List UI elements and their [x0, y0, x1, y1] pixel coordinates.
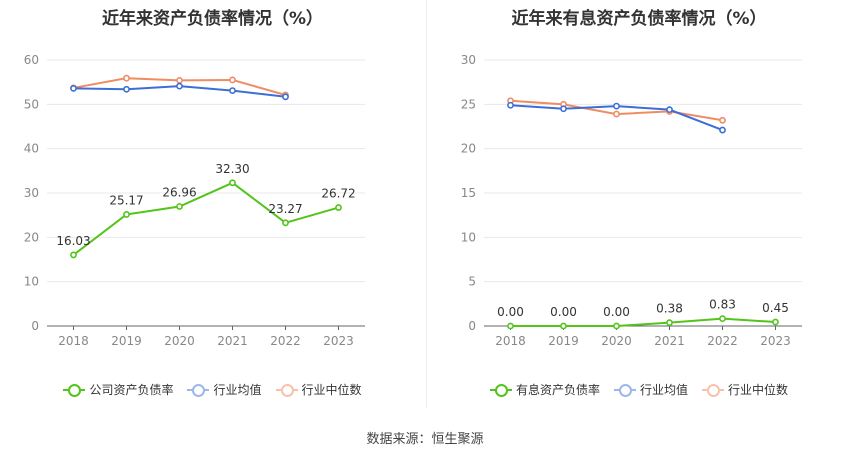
x-tick-label: 2023	[323, 334, 354, 348]
series-line	[510, 317, 776, 327]
chart-title: 近年来资产负债率情况（%）	[101, 9, 324, 29]
chart-panel-right: 近年来有息资产负债率情况（%） 0 5 10 15 20 25 30 2018 2019 2020…	[428, 0, 850, 410]
data-label: 26.96	[162, 185, 196, 199]
legend-marker-icon	[63, 383, 86, 397]
legend-item-industry-mean[interactable]: 行业均值	[613, 381, 688, 398]
data-point	[719, 126, 726, 134]
data-point	[613, 110, 620, 118]
data-point	[123, 85, 130, 93]
data-label: 0.45	[762, 301, 789, 315]
data-label: 26.72	[321, 187, 355, 201]
legend-item-industry-mean[interactable]: 行业均值	[187, 381, 262, 398]
y-tick-label: 5	[468, 275, 476, 289]
y-tick-label: 15	[461, 186, 476, 200]
legend-label: 行业中位数	[728, 383, 789, 397]
y-tick-label: 0	[468, 319, 476, 333]
data-label: 25.17	[109, 193, 143, 207]
data-point	[176, 76, 183, 84]
data-point	[666, 319, 673, 327]
data-label: 0.00	[603, 305, 630, 319]
data-point	[719, 116, 726, 124]
panel-divider	[426, 0, 427, 408]
x-tick-label: 2022	[707, 334, 738, 348]
chart-legend: 有息资产负债率 行业均值 行业中位数	[428, 381, 850, 398]
legend-marker-icon	[613, 383, 636, 397]
data-point	[507, 101, 514, 109]
data-source-note: 数据来源：恒生聚源	[366, 432, 484, 447]
y-tick-label: 30	[24, 186, 39, 200]
data-point	[123, 211, 130, 218]
data-point	[507, 322, 514, 330]
data-point	[229, 87, 236, 94]
data-point	[229, 76, 236, 84]
legend-marker-icon	[702, 383, 724, 397]
legend-item-interest-bearing[interactable]: 有息资产负债率	[489, 381, 600, 398]
y-tick-label: 50	[24, 97, 39, 111]
x-tick-label: 2020	[164, 334, 195, 348]
x-tick-label: 2021	[654, 334, 685, 348]
data-label: 32.30	[215, 162, 249, 176]
data-point	[282, 93, 289, 101]
legend-label: 行业均值	[639, 383, 688, 397]
chart-panel-left: 近年来资产负债率情况（%） 0 10 20 30 40 50 60 2018 2019 2020 2…	[0, 0, 425, 410]
series-line	[72, 181, 339, 256]
x-tick-label: 2019	[111, 334, 142, 348]
data-label: 0.00	[497, 305, 524, 319]
data-point	[719, 315, 726, 323]
y-tick-label: 20	[461, 142, 476, 156]
data-point	[176, 203, 183, 210]
y-tick-label: 60	[24, 53, 39, 67]
data-point	[666, 106, 673, 114]
data-point	[229, 179, 236, 187]
y-tick-label: 0	[31, 319, 39, 333]
legend-label: 有息资产负债率	[515, 383, 600, 397]
x-tick-label: 2018	[58, 334, 89, 348]
chart-plot-area: 0 10 20 30 40 50 60 2018 2019 2020 2021 2022 2023 16.…	[24, 53, 365, 348]
y-tick-label: 40	[24, 142, 39, 156]
y-tick-label: 25	[461, 97, 476, 111]
x-tick-label: 2018	[495, 334, 526, 348]
legend-marker-icon	[275, 383, 298, 397]
data-point	[70, 84, 77, 92]
data-point	[335, 204, 342, 211]
data-point	[70, 251, 77, 259]
data-point	[123, 74, 130, 82]
data-label: 0.83	[709, 298, 736, 312]
y-tick-label: 20	[24, 230, 39, 244]
data-point	[176, 82, 183, 90]
legend-item-industry-median[interactable]: 行业中位数	[702, 381, 788, 398]
data-label: 16.03	[56, 234, 90, 248]
chart-plot-area: 0 5 10 15 20 25 30 2018 2019 2020 2021 2022 2023 0.00…	[461, 53, 802, 348]
data-label: 0.00	[550, 305, 577, 319]
x-tick-label: 2022	[270, 334, 301, 348]
legend-label: 公司资产负债率	[89, 383, 174, 397]
data-point	[772, 318, 779, 326]
x-tick-label: 2019	[548, 334, 579, 348]
data-point	[560, 322, 567, 330]
chart-legend: 公司资产负债率 行业均值 行业中位数	[0, 381, 425, 398]
y-tick-label: 10	[24, 275, 39, 289]
chart-title: 近年来有息资产负债率情况（%）	[511, 9, 767, 29]
x-tick-label: 2020	[601, 334, 632, 348]
data-point	[613, 102, 620, 110]
data-point	[613, 322, 620, 330]
legend-label: 行业均值	[213, 383, 262, 397]
data-label: 0.38	[656, 302, 683, 316]
y-tick-label: 30	[461, 53, 476, 67]
y-tick-label: 10	[461, 230, 476, 244]
data-point	[560, 105, 567, 113]
x-tick-label: 2021	[217, 334, 248, 348]
legend-item-industry-median[interactable]: 行业中位数	[275, 381, 362, 398]
data-label: 23.27	[268, 202, 302, 216]
legend-marker-icon	[187, 383, 210, 397]
data-point	[282, 219, 289, 227]
x-tick-label: 2023	[760, 334, 791, 348]
legend-marker-icon	[489, 383, 512, 397]
legend-item-company[interactable]: 公司资产负债率	[63, 381, 173, 398]
legend-label: 行业中位数	[301, 383, 362, 397]
